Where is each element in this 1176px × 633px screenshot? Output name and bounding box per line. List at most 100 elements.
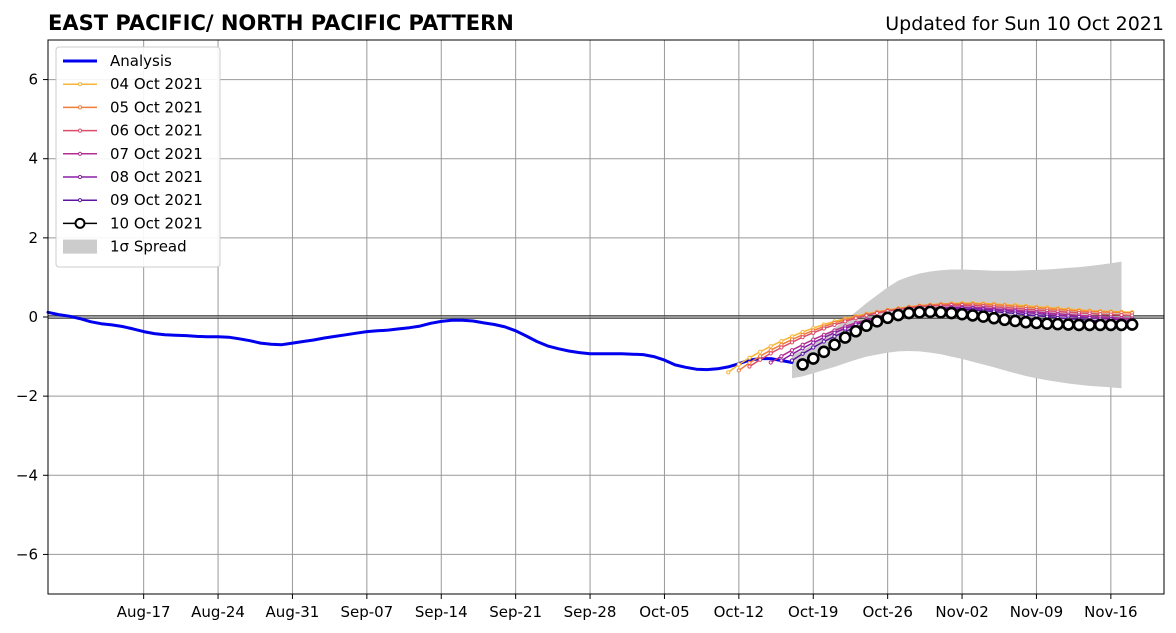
forecast-point (874, 310, 880, 316)
forecast-point (789, 358, 795, 363)
forecast-point (800, 335, 805, 340)
forecast-point (870, 315, 884, 328)
forecast-point (1023, 312, 1028, 317)
analysis-series (46, 310, 794, 372)
forecast-point (1051, 317, 1065, 331)
forecast-point (768, 351, 773, 356)
forecast-point (758, 357, 763, 362)
forecast-point (1013, 311, 1018, 316)
forecast-point (838, 331, 852, 344)
forecast-point (977, 310, 990, 323)
forecast-point (817, 345, 831, 359)
updated-label: Updated for Sun 10 Oct 2021 (885, 13, 1164, 35)
forecast-point (811, 340, 816, 345)
legend-label: 06 Oct 2021 (110, 122, 203, 140)
forecast-point (1040, 317, 1054, 331)
y-tick-label: −4 (16, 466, 38, 484)
forecast-point (849, 324, 863, 338)
spread-band (792, 261, 1122, 389)
forecast-point (736, 362, 741, 367)
y-tick-label: −6 (16, 545, 38, 563)
y-tick-label: −2 (16, 387, 38, 405)
legend-label: 1σ Spread (110, 238, 187, 256)
forecast-point (789, 340, 795, 345)
legend-label: 07 Oct 2021 (110, 145, 203, 163)
forecast-point (998, 313, 1011, 327)
legend: Analysis 04 Oct 2021 05 Oct 2021 06 Oct 202… (55, 46, 221, 268)
x-tick-label: Nov-16 (1084, 603, 1137, 621)
y-tick-label: 4 (28, 150, 38, 168)
x-tick-label: Aug-31 (266, 603, 320, 621)
x-tick-label: Sep-07 (340, 603, 393, 621)
forecast-point (811, 345, 816, 350)
forecast-point (821, 335, 826, 340)
y-axis: −6 −4 −2 0 2 4 6 (16, 71, 48, 563)
forecast-point (913, 305, 926, 319)
forecast-point (923, 305, 937, 319)
forecast-point (1072, 318, 1086, 332)
x-tick-label: Nov-09 (1010, 603, 1063, 621)
legend-swatch-spread (63, 239, 97, 254)
forecast-point (955, 307, 969, 321)
forecast-point (891, 308, 905, 322)
x-tick-label: Sep-28 (564, 603, 617, 621)
chart-title: EAST PACIFIC/ NORTH PACIFIC PATTERN (48, 11, 514, 35)
forecast-point (1019, 315, 1033, 329)
forecast-point (768, 344, 773, 349)
forecast-point (832, 334, 837, 339)
x-tick-label: Oct-26 (862, 603, 912, 621)
legend-label: 05 Oct 2021 (110, 98, 203, 116)
forecast-point (1104, 318, 1118, 332)
analysis-line (46, 310, 794, 372)
forecast-point (1083, 318, 1096, 332)
forecast-point (800, 351, 805, 356)
legend-swatch-marker (74, 217, 86, 229)
legend-swatch-marker (77, 82, 83, 87)
forecast-point (726, 370, 731, 375)
x-tick-label: Sep-21 (489, 603, 542, 621)
forecast-series (726, 301, 1139, 375)
legend-label: 04 Oct 2021 (110, 75, 203, 93)
forecast-point (860, 319, 873, 333)
forecast-point (747, 360, 752, 366)
x-tick-label: Nov-02 (935, 603, 988, 621)
forecast-point (779, 354, 784, 359)
forecast-point (800, 342, 805, 347)
forecast-point (832, 322, 837, 328)
forecast-point (779, 358, 784, 363)
y-tick-label: 2 (28, 229, 38, 247)
spread-area (792, 261, 1122, 389)
legend-label: 09 Oct 2021 (110, 191, 203, 209)
forecast-point (1008, 314, 1022, 328)
forecast-point (758, 349, 763, 354)
forecast-point (828, 338, 841, 352)
forecast-point (987, 311, 1001, 325)
forecast-point (1030, 316, 1043, 330)
y-tick-label: 0 (28, 308, 38, 326)
forecast-point (736, 368, 741, 373)
forecast-point (821, 339, 826, 344)
forecast-point (800, 346, 805, 351)
forecast-point (934, 305, 948, 319)
forecast-point (789, 352, 795, 357)
forecast-point (806, 352, 820, 365)
forecast-point (945, 306, 958, 320)
legend-label: 08 Oct 2021 (110, 168, 203, 186)
legend-swatch-marker (77, 198, 83, 203)
forecast-point (902, 306, 916, 320)
forecast-point (832, 330, 837, 335)
legend-swatch-marker (77, 105, 83, 110)
x-tick-label: Oct-12 (714, 603, 764, 621)
legend-swatch-marker (77, 151, 83, 156)
forecast-point (779, 345, 784, 350)
forecast-point (881, 311, 894, 325)
x-tick-label: Aug-17 (117, 603, 171, 621)
legend-swatch-marker (77, 174, 83, 180)
forecast-point (747, 364, 752, 369)
legend-swatch-marker (77, 128, 83, 133)
forecast-point (789, 348, 795, 353)
forecast-point (853, 316, 858, 321)
forecast-point (821, 326, 826, 331)
forecast-point (779, 339, 784, 344)
